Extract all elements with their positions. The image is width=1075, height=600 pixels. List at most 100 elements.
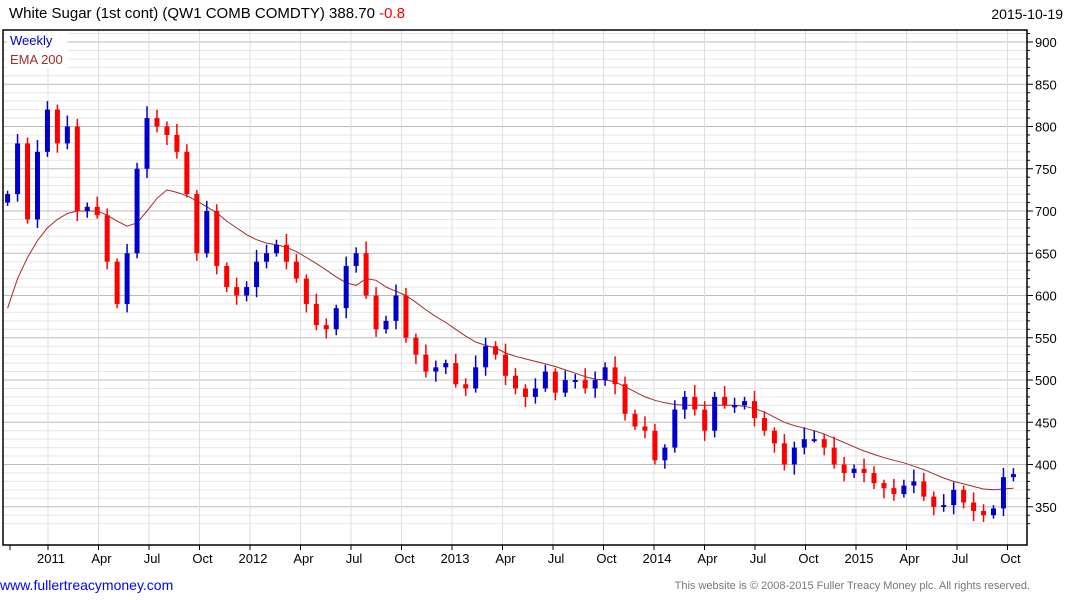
price-change: -0.8 xyxy=(379,5,405,22)
y-tick-label: 500 xyxy=(1035,373,1057,388)
y-tick-label: 700 xyxy=(1035,204,1057,219)
candle-down xyxy=(981,504,987,522)
ema-line-group xyxy=(7,189,1014,491)
y-tick-label: 900 xyxy=(1035,35,1057,50)
candle-down xyxy=(303,274,309,313)
x-tick-label: Apr xyxy=(495,551,516,566)
candle-body xyxy=(572,380,578,382)
candle-body xyxy=(881,483,887,489)
candle-body xyxy=(353,253,359,266)
candle-body xyxy=(313,303,319,326)
candle-body xyxy=(702,409,708,431)
website-link[interactable]: www.fullertreacymoney.com xyxy=(0,577,174,593)
candle-body xyxy=(134,168,140,254)
candle-down xyxy=(94,196,100,219)
candles xyxy=(5,101,1016,522)
candle-body xyxy=(582,380,588,389)
y-tick-label: 650 xyxy=(1035,246,1057,261)
candle-up xyxy=(791,441,797,475)
candle-down xyxy=(722,385,728,409)
candle-body xyxy=(841,464,847,473)
candle-up xyxy=(443,359,449,375)
candle-up xyxy=(682,390,688,419)
candle-up xyxy=(662,444,668,469)
candle-down xyxy=(881,479,887,499)
candle-up xyxy=(1010,468,1016,482)
candle-body xyxy=(821,439,827,448)
x-tick-label: 2012 xyxy=(239,551,268,566)
candle-body xyxy=(542,371,548,389)
candle-down xyxy=(363,241,369,299)
candle-body xyxy=(104,215,110,262)
candle-body xyxy=(692,396,698,410)
candle-body xyxy=(423,354,429,372)
candle-up xyxy=(572,374,578,389)
candle-body xyxy=(961,489,967,503)
candle-up xyxy=(742,396,748,410)
candle-body xyxy=(124,253,130,304)
candle-body xyxy=(433,367,439,372)
candle-body xyxy=(522,388,528,397)
candle-body xyxy=(712,396,718,431)
candle-down xyxy=(184,144,190,198)
candle-up xyxy=(911,469,917,494)
candle-body xyxy=(54,109,60,144)
candle-down xyxy=(971,492,977,522)
candle-down xyxy=(423,344,429,378)
candle-body xyxy=(512,375,518,389)
candle-body xyxy=(811,439,817,442)
candle-body xyxy=(722,396,728,406)
candle-body xyxy=(293,261,299,279)
candle-body xyxy=(861,468,867,473)
candle-body xyxy=(1000,477,1006,509)
price-chart: 350 400 450 500 550 600 650 700 750 800 850 900 201… xyxy=(2,29,1057,566)
candle-body xyxy=(453,363,459,385)
candle-up xyxy=(244,281,250,302)
candle-down xyxy=(313,293,319,331)
candle-body xyxy=(333,308,339,330)
candle-up xyxy=(353,247,359,273)
candle-body xyxy=(791,447,797,465)
candle-up xyxy=(34,140,40,228)
candle-up xyxy=(851,464,857,479)
x-tick-label: Apr xyxy=(697,551,718,566)
candle-up xyxy=(124,243,130,313)
candle-down xyxy=(552,368,558,401)
legend-weekly: Weekly xyxy=(10,33,53,48)
candle-down xyxy=(891,478,897,501)
candle-down xyxy=(224,262,230,293)
x-tick-label: Jul xyxy=(548,551,565,566)
candle-body xyxy=(851,468,857,473)
candle-up xyxy=(941,494,947,512)
candle-down xyxy=(74,118,80,222)
candle-up xyxy=(1000,467,1006,517)
candle-body xyxy=(911,481,917,486)
candle-down xyxy=(622,376,628,421)
candle-body xyxy=(363,253,369,296)
candle-body xyxy=(273,244,279,254)
candle-body xyxy=(602,367,608,380)
y-tick-label: 400 xyxy=(1035,458,1057,473)
candle-body xyxy=(1010,474,1016,478)
candle-body xyxy=(373,295,379,330)
candle-body xyxy=(473,367,479,389)
candle-body xyxy=(871,472,877,484)
candle-body xyxy=(204,211,210,254)
grid xyxy=(3,30,1027,545)
candle-body xyxy=(801,439,807,448)
candle-body xyxy=(443,363,449,368)
y-axis: 350 400 450 500 550 600 650 700 750 800 850 900 xyxy=(1027,33,1057,525)
candle-up xyxy=(144,106,150,179)
candle-up xyxy=(811,430,817,443)
x-tick-label: Apr xyxy=(293,551,314,566)
candle-body xyxy=(44,109,50,152)
x-tick-label: Apr xyxy=(91,551,112,566)
candle-body xyxy=(34,151,40,220)
candle-body xyxy=(552,371,558,393)
candle-body xyxy=(463,384,469,389)
candle-body xyxy=(781,443,787,465)
candle-down xyxy=(632,409,638,430)
candle-up xyxy=(433,360,439,382)
candle-up xyxy=(483,337,489,376)
candle-body xyxy=(244,287,250,296)
